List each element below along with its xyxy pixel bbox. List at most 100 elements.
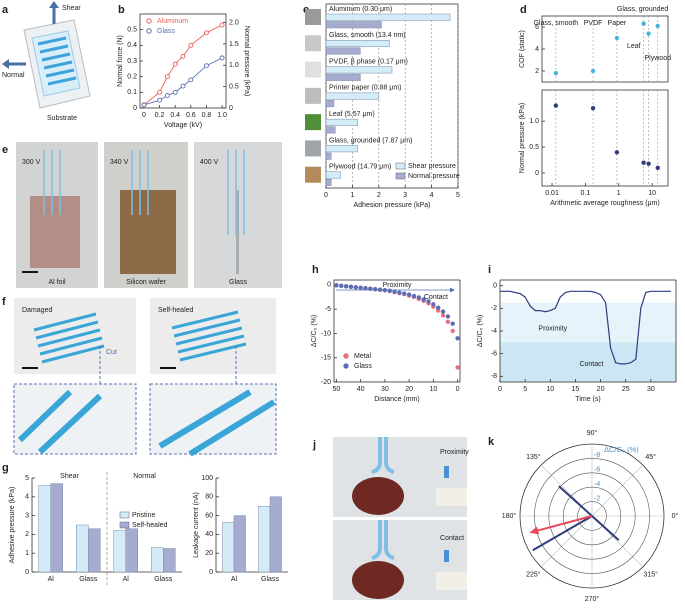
y2-tick-label: 1.5 <box>229 41 239 48</box>
y-tick-label: -10 <box>321 330 331 337</box>
category-label: Glass, grounded (7.87 μm) <box>329 137 412 144</box>
x-tick-label: Glass <box>261 576 279 583</box>
spoke <box>591 464 644 517</box>
legend-label: Glass <box>354 363 372 370</box>
label: Damaged <box>22 307 52 314</box>
data-point <box>348 284 354 289</box>
data-point <box>614 150 620 155</box>
annotation: Paper <box>608 20 627 27</box>
data-point <box>180 53 186 59</box>
x-tick-label: 20 <box>597 386 605 393</box>
x-axis-label: Arithmetic average roughness (μm) <box>550 200 659 207</box>
x-axis-label: Adhesion pressure (kPa) <box>353 202 430 209</box>
band <box>500 302 676 343</box>
data-point <box>334 283 339 288</box>
gripper <box>371 520 395 560</box>
y-tick-label: 0.5 <box>529 144 539 151</box>
data-point <box>363 286 368 291</box>
band-label: Contact <box>579 361 603 368</box>
x-tick-label: Al <box>48 576 55 583</box>
bar <box>151 547 164 573</box>
label: Proximity <box>440 449 469 456</box>
x-tick-label: 0 <box>456 386 460 393</box>
bar <box>258 505 271 573</box>
data-point <box>455 365 460 370</box>
data-point <box>339 283 344 289</box>
label: 400 V <box>200 159 219 166</box>
panel-letter: j <box>312 439 316 451</box>
glass <box>236 190 239 274</box>
y2-tick-label: 2.0 <box>229 19 239 26</box>
data-point <box>164 74 170 80</box>
panel-letter: a <box>2 4 9 16</box>
y-tick-label: 2 <box>25 531 29 538</box>
data-point <box>204 63 209 69</box>
label: Cut <box>106 349 117 356</box>
vector <box>532 515 593 552</box>
data-point <box>416 295 422 300</box>
data-point <box>406 292 412 297</box>
data-point <box>219 55 225 61</box>
electrode <box>43 150 245 235</box>
spoke <box>540 515 593 568</box>
x-tick-label: 20 <box>405 386 413 393</box>
thumbnail <box>305 140 321 157</box>
x-tick-label: 0 <box>142 112 146 119</box>
data-point <box>392 289 397 294</box>
y-tick-label: 40 <box>205 531 213 538</box>
panel-letter: e <box>2 144 8 156</box>
al-foil <box>30 196 80 268</box>
y-tick-label: -6 <box>491 351 497 358</box>
data-point <box>445 319 451 324</box>
data-point <box>426 299 431 304</box>
y-tick-label: 4 <box>25 494 29 501</box>
category-label: Leaf (5.57 μm) <box>329 111 375 118</box>
x-tick-label: Glass <box>154 576 172 583</box>
x-tick-label: 0.1 <box>581 190 591 197</box>
x-axis-label: Distance (mm) <box>374 396 420 403</box>
data-point <box>450 328 455 334</box>
bar <box>325 21 382 29</box>
group-label: Normal <box>133 473 156 480</box>
data-point <box>219 22 225 28</box>
x-tick-label: Al <box>231 576 238 583</box>
legend-marker <box>343 353 349 359</box>
x-tick-label: 1 <box>617 190 621 197</box>
thumbnail <box>305 166 321 183</box>
bar <box>325 152 332 160</box>
data-point <box>387 288 392 293</box>
label: Glass <box>229 279 247 286</box>
electrode-zoom <box>158 389 276 457</box>
data-point <box>431 302 436 307</box>
ball <box>352 477 404 515</box>
legend-swatch <box>395 162 406 170</box>
arrow-head <box>450 287 455 293</box>
panel-letter: d <box>520 4 527 16</box>
legend-swatch <box>119 521 130 529</box>
y2-tick-label: 0 <box>229 105 233 112</box>
thumbnail <box>305 114 321 131</box>
r-tick-label: -4 <box>594 481 600 488</box>
legend-label: Metal <box>354 353 372 360</box>
data-point <box>553 71 559 76</box>
panel-letter: g <box>2 462 9 474</box>
data-point <box>157 97 162 103</box>
r-tick-label: -6 <box>594 467 600 474</box>
panel-letter: f <box>2 296 6 308</box>
y-tick-label: 0.4 <box>127 42 137 49</box>
category-label: Printer paper (0.88 μm) <box>329 85 402 92</box>
data-point <box>655 23 660 29</box>
y-tick-label: 20 <box>205 550 213 557</box>
legend-label: Glass <box>157 28 175 35</box>
y2-tick-label: 0.5 <box>229 83 239 90</box>
y-tick-label: -5 <box>325 306 331 313</box>
label: 300 V <box>22 159 41 166</box>
y-tick-label: 80 <box>205 494 213 501</box>
label: Contact <box>440 535 464 542</box>
bar <box>325 92 380 100</box>
legend-swatch <box>395 172 406 180</box>
y2-axis-label: Normal pressure (kPa) <box>243 26 250 96</box>
x-tick-label: 15 <box>572 386 580 393</box>
y-tick-label: 6 <box>535 24 539 31</box>
bar <box>325 66 393 74</box>
